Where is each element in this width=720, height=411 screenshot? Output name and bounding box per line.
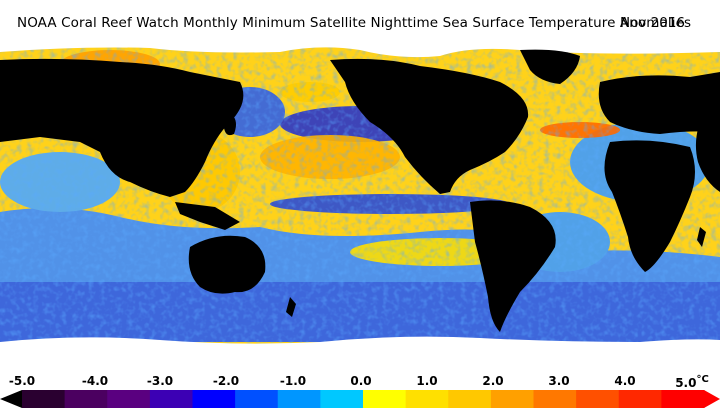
colorbar-cell xyxy=(363,390,407,408)
new-zealand xyxy=(286,297,296,317)
africa xyxy=(604,140,695,272)
arctic-ice xyxy=(0,42,720,58)
australia xyxy=(188,235,266,294)
japan xyxy=(224,112,236,136)
madagascar xyxy=(697,227,706,247)
colorbar-cell xyxy=(107,390,151,408)
south-america xyxy=(470,200,556,332)
maritime-continent xyxy=(175,202,240,230)
colorbar-tick-label: -1.0 xyxy=(279,374,307,388)
colorbar-tick-label: -3.0 xyxy=(146,374,174,388)
colorbar-cells xyxy=(0,390,720,408)
title-bar: NOAA Coral Reef Watch Monthly Minimum Sa… xyxy=(0,0,720,42)
colorbar-cell xyxy=(192,390,236,408)
colorbar-cell xyxy=(320,390,364,408)
colorbar-tick-label: -5.0 xyxy=(8,374,36,388)
colorbar-cell xyxy=(448,390,492,408)
europe xyxy=(598,75,720,134)
colorbar-cell xyxy=(661,390,705,408)
colorbar-cell xyxy=(490,390,535,408)
colorbar-cell xyxy=(149,390,194,408)
colorbar-tick-label: -2.0 xyxy=(212,374,240,388)
colorbar-cell xyxy=(235,390,279,408)
colorbar-unit: °C xyxy=(696,374,709,385)
colorbar xyxy=(0,390,720,408)
antarctic-ice xyxy=(0,336,720,372)
asia-east xyxy=(0,58,244,197)
colorbar-tick-label: 4.0 xyxy=(614,374,636,388)
colorbar-labels: -5.0 -4.0 -3.0 -2.0 -1.0 0.0 1.0 2.0 3.0… xyxy=(0,374,720,390)
colorbar-arrow-right xyxy=(704,390,720,408)
sst-anomaly-map xyxy=(0,42,720,372)
colorbar-cell xyxy=(277,390,321,408)
colorbar-tick-label: 0.0 xyxy=(350,374,372,388)
colorbar-cell xyxy=(22,390,66,408)
colorbar-tick-label: 2.0 xyxy=(482,374,504,388)
map-date: Nov 2016 xyxy=(620,15,685,31)
north-america xyxy=(330,58,529,194)
colorbar-tick-label: -4.0 xyxy=(81,374,109,388)
land-masses xyxy=(0,49,720,332)
colorbar-cell xyxy=(576,390,620,408)
asia-west xyxy=(690,72,720,192)
colorbar-arrow-left xyxy=(0,390,22,408)
colorbar-tick-label-max: 5.0 xyxy=(675,376,697,390)
map-title: NOAA Coral Reef Watch Monthly Minimum Sa… xyxy=(17,15,692,31)
colorbar-cell xyxy=(64,390,108,408)
greenland xyxy=(520,49,580,84)
colorbar-cell xyxy=(405,390,449,408)
colorbar-cell xyxy=(618,390,662,408)
colorbar-tick-label: 5.0°C xyxy=(675,374,709,390)
colorbar-tick-label: 1.0 xyxy=(416,374,438,388)
colorbar-cell xyxy=(533,390,577,408)
colorbar-tick-label: 3.0 xyxy=(548,374,570,388)
